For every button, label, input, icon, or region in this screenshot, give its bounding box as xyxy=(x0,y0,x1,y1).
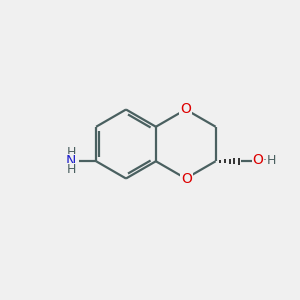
Text: H: H xyxy=(67,146,76,159)
Text: O: O xyxy=(252,153,263,167)
Text: H: H xyxy=(67,163,76,176)
Text: O: O xyxy=(180,102,191,116)
Text: ·: · xyxy=(262,154,266,166)
Text: O: O xyxy=(181,172,192,186)
Text: N: N xyxy=(66,154,76,168)
Text: H: H xyxy=(266,154,276,166)
